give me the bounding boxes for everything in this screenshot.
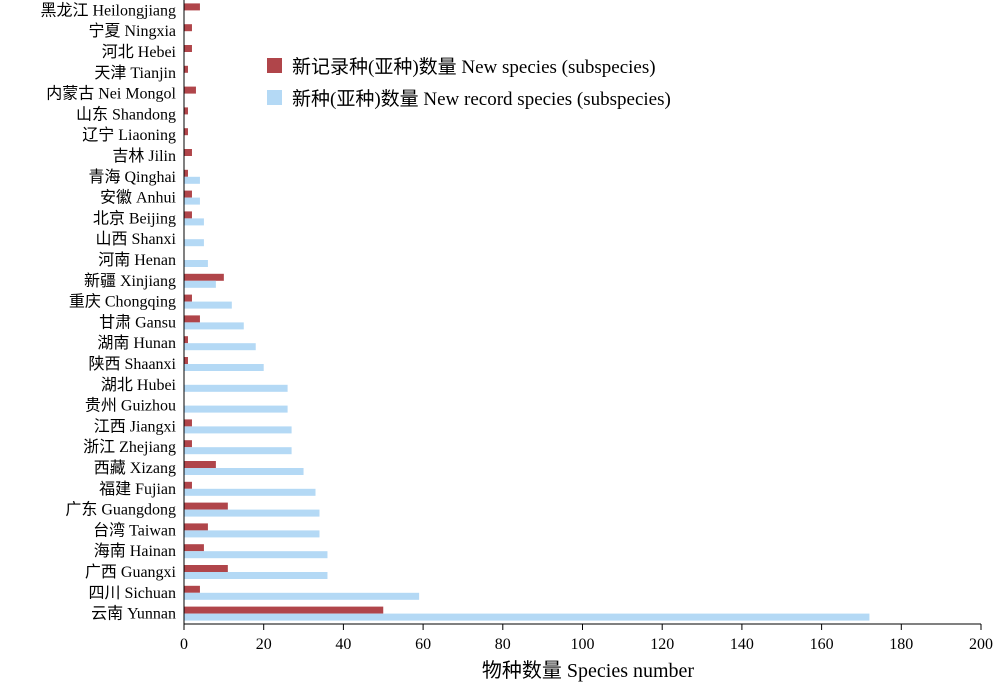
x-tick-label: 40 — [335, 636, 351, 653]
bar-new-record-species — [184, 488, 316, 496]
bar-new-species — [184, 273, 224, 281]
bar-new-species — [184, 336, 188, 344]
category-label: 贵州 Guizhou — [85, 397, 176, 415]
bar-new-species — [184, 169, 188, 177]
bar-new-record-species — [184, 551, 328, 559]
category-label: 山西 Shanxi — [96, 230, 177, 248]
bar-new-species — [184, 585, 200, 593]
bar-new-record-species — [184, 218, 204, 226]
bar-new-record-species — [184, 364, 264, 371]
x-ticks-group: 0 20 40 60 80 100 120 140 160 180 200 — [180, 624, 993, 653]
bar-new-record-species — [184, 301, 232, 309]
category-label: 安徽 Anhui — [100, 189, 177, 207]
category-label: 湖南 Hunan — [97, 334, 176, 352]
bar-new-species — [184, 24, 192, 32]
category-label: 甘肃 Gansu — [99, 313, 176, 331]
bar-new-species — [184, 565, 228, 572]
bar-new-record-species — [184, 260, 208, 267]
bar-new-record-species — [184, 426, 292, 434]
bar-new-species — [184, 294, 192, 302]
legend-label-new-record-species: 新种(亚种)数量 New record species (subspecies) — [292, 88, 671, 110]
bar-new-record-species — [184, 280, 216, 288]
category-labels-group: 黑龙江 Heilongjiang 宁夏 Ningxia 河北 Hebei 天津 Tia… — [40, 1, 176, 622]
x-tick-label: 0 — [180, 636, 188, 653]
bar-new-species — [184, 440, 192, 448]
category-label: 山东 Shandong — [76, 105, 176, 123]
bar-new-species — [184, 149, 192, 156]
category-label: 台湾 Taiwan — [93, 521, 176, 539]
category-label: 重庆 Chongqing — [69, 293, 176, 311]
x-tick-label: 20 — [256, 636, 272, 653]
category-label: 天津 Tianjin — [94, 64, 176, 82]
category-label: 吉林 Jilin — [112, 147, 176, 165]
bar-new-record-species — [184, 384, 288, 392]
bar-new-species — [184, 45, 192, 52]
x-tick-label: 120 — [650, 636, 674, 653]
bar-new-record-species — [184, 592, 420, 600]
x-axis-title: 物种数量 Species number — [482, 659, 695, 682]
bar-new-species — [184, 544, 204, 552]
bar-new-species — [184, 523, 208, 531]
category-label: 河北 Hebei — [102, 43, 177, 61]
category-label: 辽宁 Liaoning — [82, 126, 176, 144]
bar-new-species — [184, 65, 188, 73]
x-tick-label: 160 — [810, 636, 834, 653]
legend-swatch-new-record-species — [267, 90, 282, 105]
category-label: 内蒙古 Nei Mongol — [46, 85, 176, 103]
bar-new-record-species — [184, 530, 320, 538]
bar-new-record-species — [184, 322, 244, 330]
bar-new-record-species — [184, 239, 204, 247]
category-label: 浙江 Zhejiang — [83, 438, 176, 456]
bars-group — [184, 3, 870, 621]
category-label: 新疆 Xinjiang — [84, 272, 176, 290]
bar-new-record-species — [184, 613, 870, 621]
bar-new-species — [184, 86, 196, 94]
category-label: 广西 Guangxi — [85, 563, 177, 581]
bar-new-species — [184, 606, 384, 614]
category-label: 四川 Sichuan — [88, 585, 176, 602]
category-label: 宁夏 Ningxia — [88, 22, 176, 40]
bar-new-species — [184, 107, 188, 115]
x-tick-label: 140 — [730, 636, 754, 653]
bar-new-record-species — [184, 509, 320, 517]
bar-new-record-species — [184, 197, 200, 205]
bar-new-species — [184, 315, 200, 323]
x-tick-label: 80 — [495, 636, 511, 653]
x-tick-label: 100 — [571, 636, 595, 653]
legend: 新记录种(亚种)数量 New species (subspecies) 新种(亚… — [267, 56, 671, 110]
bar-new-species — [184, 461, 216, 468]
bar-new-record-species — [184, 447, 292, 455]
bar-new-species — [184, 481, 192, 489]
bar-new-record-species — [184, 176, 200, 184]
bar-new-species — [184, 128, 188, 136]
category-label: 湖北 Hubei — [101, 376, 177, 394]
legend-swatch-new-species — [267, 58, 282, 73]
category-label: 陕西 Shaanxi — [88, 355, 176, 373]
category-label: 海南 Hainan — [94, 542, 176, 560]
category-label: 青海 Qinghai — [88, 168, 176, 186]
bar-new-species — [184, 502, 228, 510]
x-tick-label: 180 — [889, 636, 913, 653]
category-label: 黑龙江 Heilongjiang — [40, 1, 176, 19]
legend-label-new-species: 新记录种(亚种)数量 New species (subspecies) — [292, 56, 656, 78]
bar-new-record-species — [184, 572, 328, 579]
category-label: 江西 Jiangxi — [94, 417, 177, 435]
bar-new-record-species — [184, 343, 256, 351]
bar-new-species — [184, 3, 200, 11]
bar-new-species — [184, 357, 188, 364]
category-label: 河南 Henan — [98, 251, 176, 269]
category-label: 福建 Fujian — [99, 480, 176, 498]
bar-new-species — [184, 419, 192, 427]
x-tick-label: 60 — [415, 636, 431, 653]
bar-new-record-species — [184, 405, 288, 413]
bar-new-record-species — [184, 468, 304, 475]
category-label: 云南 Yunnan — [91, 605, 176, 623]
category-label: 北京 Beijing — [93, 209, 176, 227]
category-label: 广东 Guangdong — [65, 501, 176, 519]
bar-new-species — [184, 190, 192, 198]
bar-new-species — [184, 211, 192, 219]
x-tick-label: 200 — [969, 636, 993, 653]
category-label: 西藏 Xizang — [94, 459, 176, 477]
